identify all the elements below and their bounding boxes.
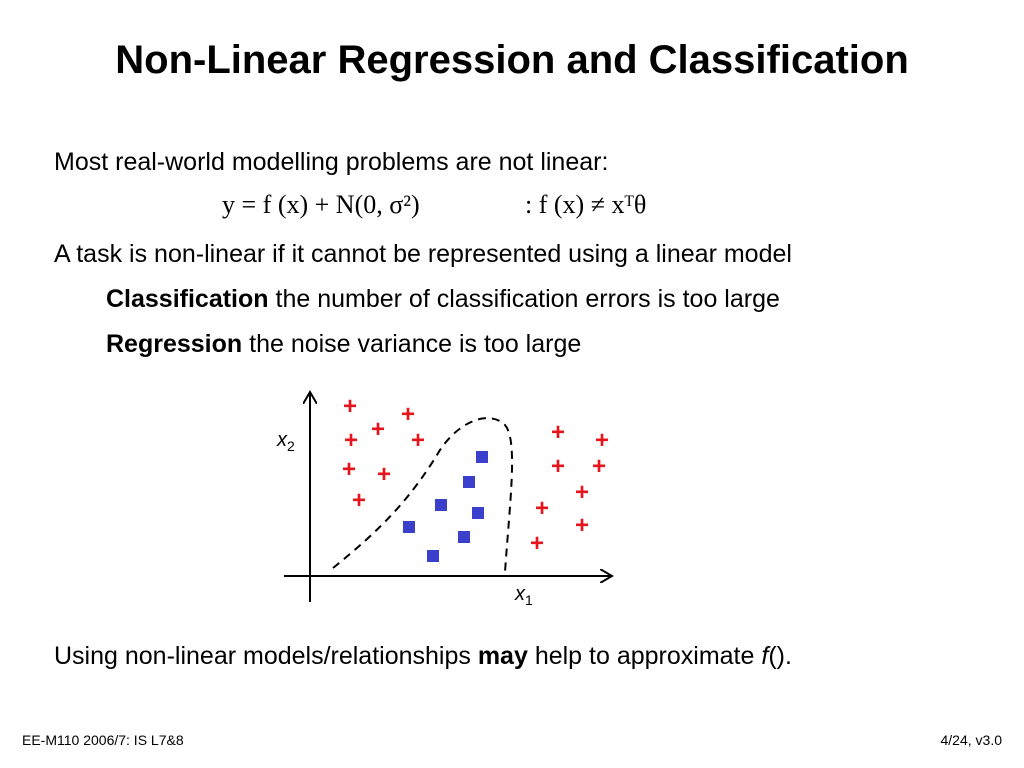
intro-text: Most real-world modelling problems are n… xyxy=(54,148,609,176)
svg-text:+: + xyxy=(595,427,609,454)
svg-text:+: + xyxy=(575,479,589,506)
svg-text:+: + xyxy=(530,530,544,557)
conclusion-part: help to approximate xyxy=(527,642,762,670)
bullet-text: the number of classification errors is t… xyxy=(268,285,780,313)
svg-text:+: + xyxy=(575,512,589,539)
equation-nonlinear: : f (x) ≠ xᵀθ xyxy=(525,190,647,219)
y-axis-label: x2 xyxy=(276,429,295,454)
definition-text: A task is non-linear if it cannot be rep… xyxy=(54,240,792,268)
equation-model: y = f (x) + N(0, σ²) xyxy=(222,190,420,219)
svg-text:+: + xyxy=(535,495,549,522)
svg-text:+: + xyxy=(344,427,358,454)
bullet-text: the noise variance is too large xyxy=(242,330,582,358)
svg-text:+: + xyxy=(343,393,357,420)
svg-text:+: + xyxy=(342,456,356,483)
bullet-term: Classification xyxy=(106,285,269,313)
plus-class-points: + ++ + ++ ++ + ++ +++ ++ xyxy=(342,393,609,557)
svg-text:+: + xyxy=(551,453,565,480)
conclusion-text: Using non-linear models/relationships ma… xyxy=(54,642,792,671)
svg-text:+: + xyxy=(371,416,385,443)
x-axis-label: x1 xyxy=(514,583,533,608)
square-class-points xyxy=(403,451,488,562)
svg-text:+: + xyxy=(551,419,565,446)
conclusion-part: (). xyxy=(768,642,792,670)
bullet-regression: Regression the noise variance is too lar… xyxy=(106,330,581,359)
bullet-classification: Classification the number of classificat… xyxy=(106,285,780,314)
svg-text:+: + xyxy=(401,401,415,428)
decision-boundary xyxy=(332,417,514,573)
slide-title: Non-Linear Regression and Classification xyxy=(115,38,909,82)
svg-text:+: + xyxy=(377,461,391,488)
footer-course: EE-M110 2006/7: IS L7&8 xyxy=(22,732,184,748)
svg-text:+: + xyxy=(411,427,425,454)
conclusion-function: f xyxy=(761,642,769,670)
svg-text:+: + xyxy=(592,453,606,480)
svg-text:+: + xyxy=(352,487,366,514)
conclusion-emphasis: may xyxy=(477,642,528,670)
footer-page: 4/24, v3.0 xyxy=(940,732,1003,748)
bullet-term: Regression xyxy=(106,330,243,358)
conclusion-part: Using non-linear models/relationships xyxy=(54,642,478,670)
